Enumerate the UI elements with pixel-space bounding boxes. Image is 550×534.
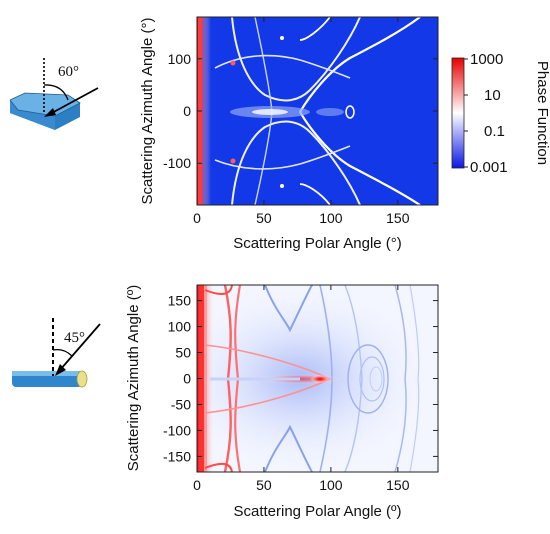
bottom-axes: 0 50 100 150 150 100 50 0 -50 -100 -150	[163, 285, 438, 493]
angle-arc	[43, 84, 69, 101]
bottom-x-tick-label: 50	[256, 477, 272, 493]
bottom-y-tick-label: 0	[183, 371, 191, 387]
top-axes: 0 50 100 150 100 0 -100	[163, 17, 438, 226]
incident-ray	[59, 323, 101, 371]
bottom-heatmap: 0 50 100 150 150 100 50 0 -50 -100 -150 Scattering…	[125, 284, 439, 520]
top-heatmap: 0 50 100 150 100 0 -100 Scattering Polar Angle…	[139, 16, 439, 252]
colorbar-tick-0.001: 0.001	[470, 159, 508, 176]
colorbar-gradient	[451, 57, 465, 169]
ray-arrowhead	[55, 364, 66, 376]
bottom-y-tick-label: -50	[171, 396, 191, 412]
bottom-x-axis-title: Scattering Polar Angle (º)	[233, 503, 401, 520]
top-x-tick-label: 100	[319, 210, 343, 226]
top-y-axis-title: Scattering Azimuth Angle (°)	[139, 18, 156, 205]
bottom-y-axis-title: Scattering Azimuth Angle (º)	[125, 285, 142, 471]
ray-arrowhead	[44, 108, 56, 117]
top-x-axis-title: Scattering Polar Angle (°)	[233, 235, 402, 252]
hexagonal-column-icon	[12, 370, 88, 388]
bottom-x-tick-label: 100	[319, 477, 343, 493]
angle-label-60: 60°	[58, 64, 79, 80]
angle-arc	[52, 348, 73, 357]
incident-ray	[49, 87, 99, 115]
colorbar-tick-0.1: 0.1	[484, 123, 505, 140]
bottom-y-tick-label: -100	[163, 422, 191, 438]
bottom-x-tick-label: 0	[193, 477, 201, 493]
bottom-geometry-diagram: 45°	[12, 318, 101, 388]
top-geometry-diagram: 60°	[9, 58, 99, 130]
top-y-tick-label: 0	[183, 103, 191, 119]
top-x-tick-label: 50	[256, 210, 272, 226]
colorbar-tick-1000: 1000	[470, 51, 503, 68]
angle-label-45: 45°	[64, 330, 85, 346]
bottom-y-tick-label: -150	[163, 448, 191, 464]
bottom-y-tick-label: 150	[168, 293, 192, 309]
colorbar-tick-10: 10	[484, 87, 501, 104]
top-x-tick-label: 0	[193, 210, 201, 226]
colorbar: 1000 10 0.1 0.001 Phase Function	[451, 51, 550, 176]
hexagonal-plate-icon	[9, 92, 81, 130]
top-y-tick-label: 100	[168, 51, 192, 67]
bottom-y-tick-label: 50	[175, 345, 191, 361]
colorbar-title: Phase Function	[534, 61, 550, 165]
top-x-tick-label: 150	[386, 210, 410, 226]
top-y-tick-label: -100	[163, 155, 191, 171]
bottom-y-tick-label: 100	[168, 319, 192, 335]
bottom-x-tick-label: 150	[386, 477, 410, 493]
heatmap-features	[197, 285, 438, 472]
